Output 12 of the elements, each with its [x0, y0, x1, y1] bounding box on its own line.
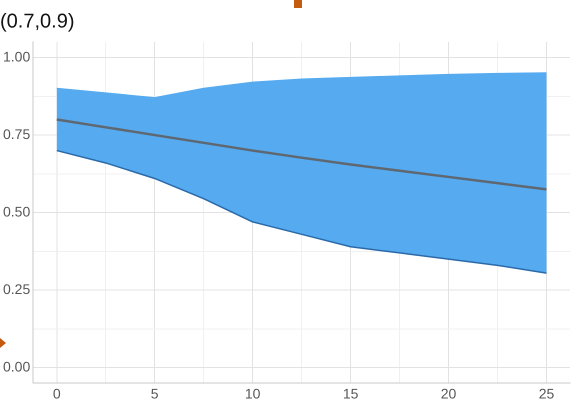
- y-tick-label: 0.00: [3, 358, 30, 375]
- x-tick-label: 10: [244, 385, 261, 402]
- y-tick-label: 0.50: [3, 203, 30, 220]
- x-tick-label: 15: [342, 385, 359, 402]
- x-tick-label: 25: [538, 385, 554, 402]
- y-tick-label: 1.00: [3, 48, 30, 64]
- chart-title: (0.7,0.9): [0, 10, 74, 33]
- y-tick-label: 0.75: [3, 126, 30, 142]
- x-tick-label: 0: [52, 385, 61, 402]
- x-tick-label: 5: [150, 385, 159, 402]
- x-tick-label: 20: [440, 385, 457, 402]
- y-tick-label: 0.25: [3, 281, 30, 298]
